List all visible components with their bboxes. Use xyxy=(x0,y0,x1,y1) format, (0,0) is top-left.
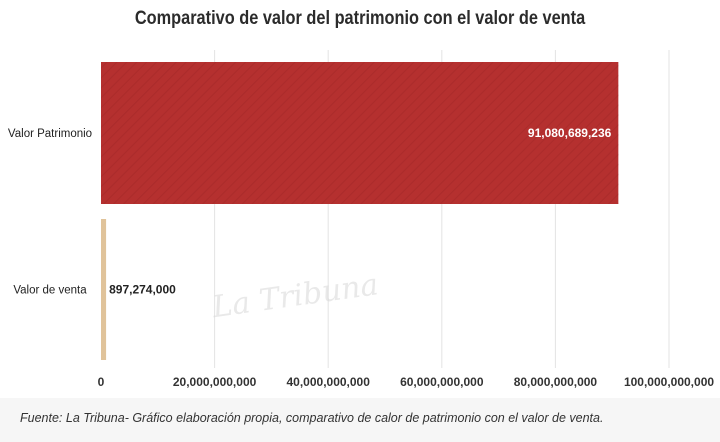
gridlines xyxy=(214,50,670,368)
x-tick-label: 100,000,000,000 xyxy=(624,375,714,389)
x-tick-label: 60,000,000,000 xyxy=(400,375,484,389)
data-label: 897,274,000 xyxy=(109,283,176,297)
category-label: Valor de venta xyxy=(13,285,87,297)
x-tick-label: 0 xyxy=(98,375,105,389)
source-note: Fuente: La Tribuna- Gráfico elaboración … xyxy=(20,411,604,425)
data-label: 91,080,689,236 xyxy=(528,126,612,140)
bar-hatch xyxy=(101,62,619,204)
watermark: La Tribuna xyxy=(209,267,380,325)
category-label: Valor Patrimonio xyxy=(8,128,92,140)
bar-chart: La Tribuna 0 20,000,000,000 40,000,000,000… xyxy=(8,50,714,389)
chart-title: Comparativo de valor del patrimonio con … xyxy=(134,8,586,29)
source-band xyxy=(0,398,720,442)
x-tick-label: 40,000,000,000 xyxy=(286,375,370,389)
bar xyxy=(101,219,107,360)
labels: 0 20,000,000,000 40,000,000,000 60,000,000,… xyxy=(8,126,714,389)
x-tick-label: 20,000,000,000 xyxy=(173,375,257,389)
x-tick-label: 80,000,000,000 xyxy=(514,375,598,389)
bars xyxy=(101,62,619,360)
